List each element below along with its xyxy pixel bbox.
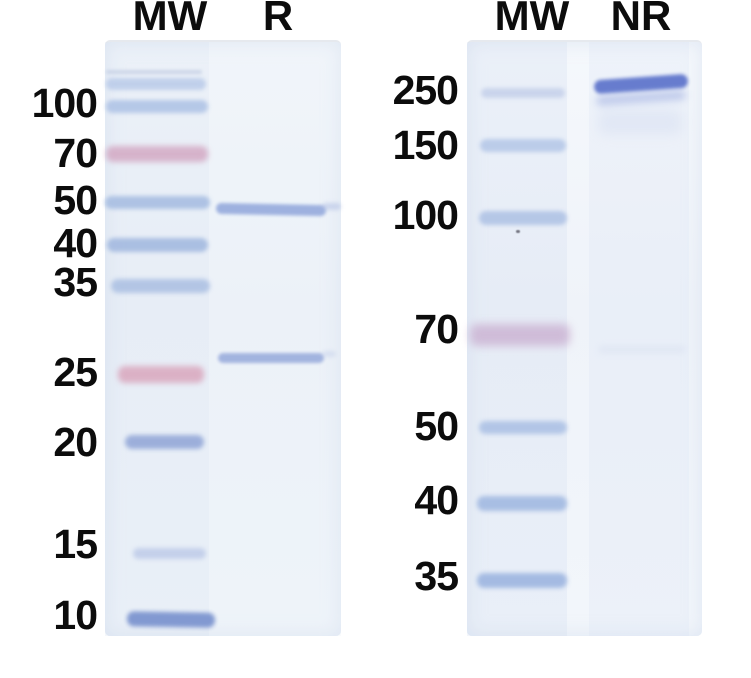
marker-label-40: 40 bbox=[53, 220, 98, 266]
marker-label-25: 25 bbox=[53, 349, 98, 395]
marker-label-100: 100 bbox=[31, 80, 98, 126]
marker-label-70: 70 bbox=[414, 306, 459, 352]
marker-band-35 bbox=[477, 572, 567, 588]
sample-band-light-chain bbox=[218, 353, 324, 363]
gel-panel-non-reduced bbox=[467, 40, 702, 636]
marker-label-250: 250 bbox=[392, 67, 459, 113]
marker-band-250 bbox=[481, 88, 565, 98]
marker-band bbox=[106, 78, 206, 90]
marker-label-10: 10 bbox=[53, 592, 98, 638]
marker-band-50 bbox=[479, 420, 567, 434]
marker-band-35 bbox=[111, 279, 210, 293]
marker-band-100 bbox=[106, 99, 208, 113]
gel-lane-tint bbox=[105, 42, 209, 636]
lane-header-r: R bbox=[262, 0, 294, 39]
marker-band-70 bbox=[470, 324, 570, 346]
lane-header-mw-left: MW bbox=[132, 0, 208, 39]
lane-smear bbox=[598, 344, 686, 354]
band-tail bbox=[322, 351, 336, 357]
gel-panel-reduced bbox=[105, 40, 341, 636]
marker-band-150 bbox=[480, 138, 566, 152]
sample-band-heavy-chain bbox=[215, 202, 327, 216]
marker-label-35: 35 bbox=[414, 553, 459, 599]
gel-lane-tint bbox=[209, 42, 341, 636]
marker-band-20 bbox=[125, 435, 204, 449]
marker-band-10 bbox=[126, 610, 216, 628]
gel-lane-tint bbox=[589, 42, 689, 636]
lane-header-nr: NR bbox=[610, 0, 672, 39]
marker-band-15 bbox=[133, 547, 206, 559]
marker-band-50 bbox=[105, 195, 210, 209]
lane-smear bbox=[598, 109, 682, 135]
band-tail bbox=[322, 202, 341, 210]
speck bbox=[516, 229, 520, 233]
marker-band-100 bbox=[479, 211, 567, 225]
marker-band bbox=[106, 70, 202, 74]
marker-label-15: 15 bbox=[53, 521, 98, 567]
marker-label-100: 100 bbox=[392, 192, 459, 238]
marker-band-40 bbox=[107, 238, 208, 252]
marker-band-40 bbox=[477, 495, 567, 511]
lane-header-mw-right: MW bbox=[494, 0, 570, 39]
marker-band-70 bbox=[106, 146, 208, 162]
marker-label-70: 70 bbox=[53, 130, 98, 176]
marker-label-50: 50 bbox=[414, 403, 459, 449]
marker-label-35: 35 bbox=[53, 259, 98, 305]
marker-band-25 bbox=[118, 365, 204, 383]
marker-label-20: 20 bbox=[53, 419, 98, 465]
marker-label-40: 40 bbox=[414, 477, 459, 523]
marker-label-150: 150 bbox=[392, 122, 459, 168]
marker-label-50: 50 bbox=[53, 177, 98, 223]
